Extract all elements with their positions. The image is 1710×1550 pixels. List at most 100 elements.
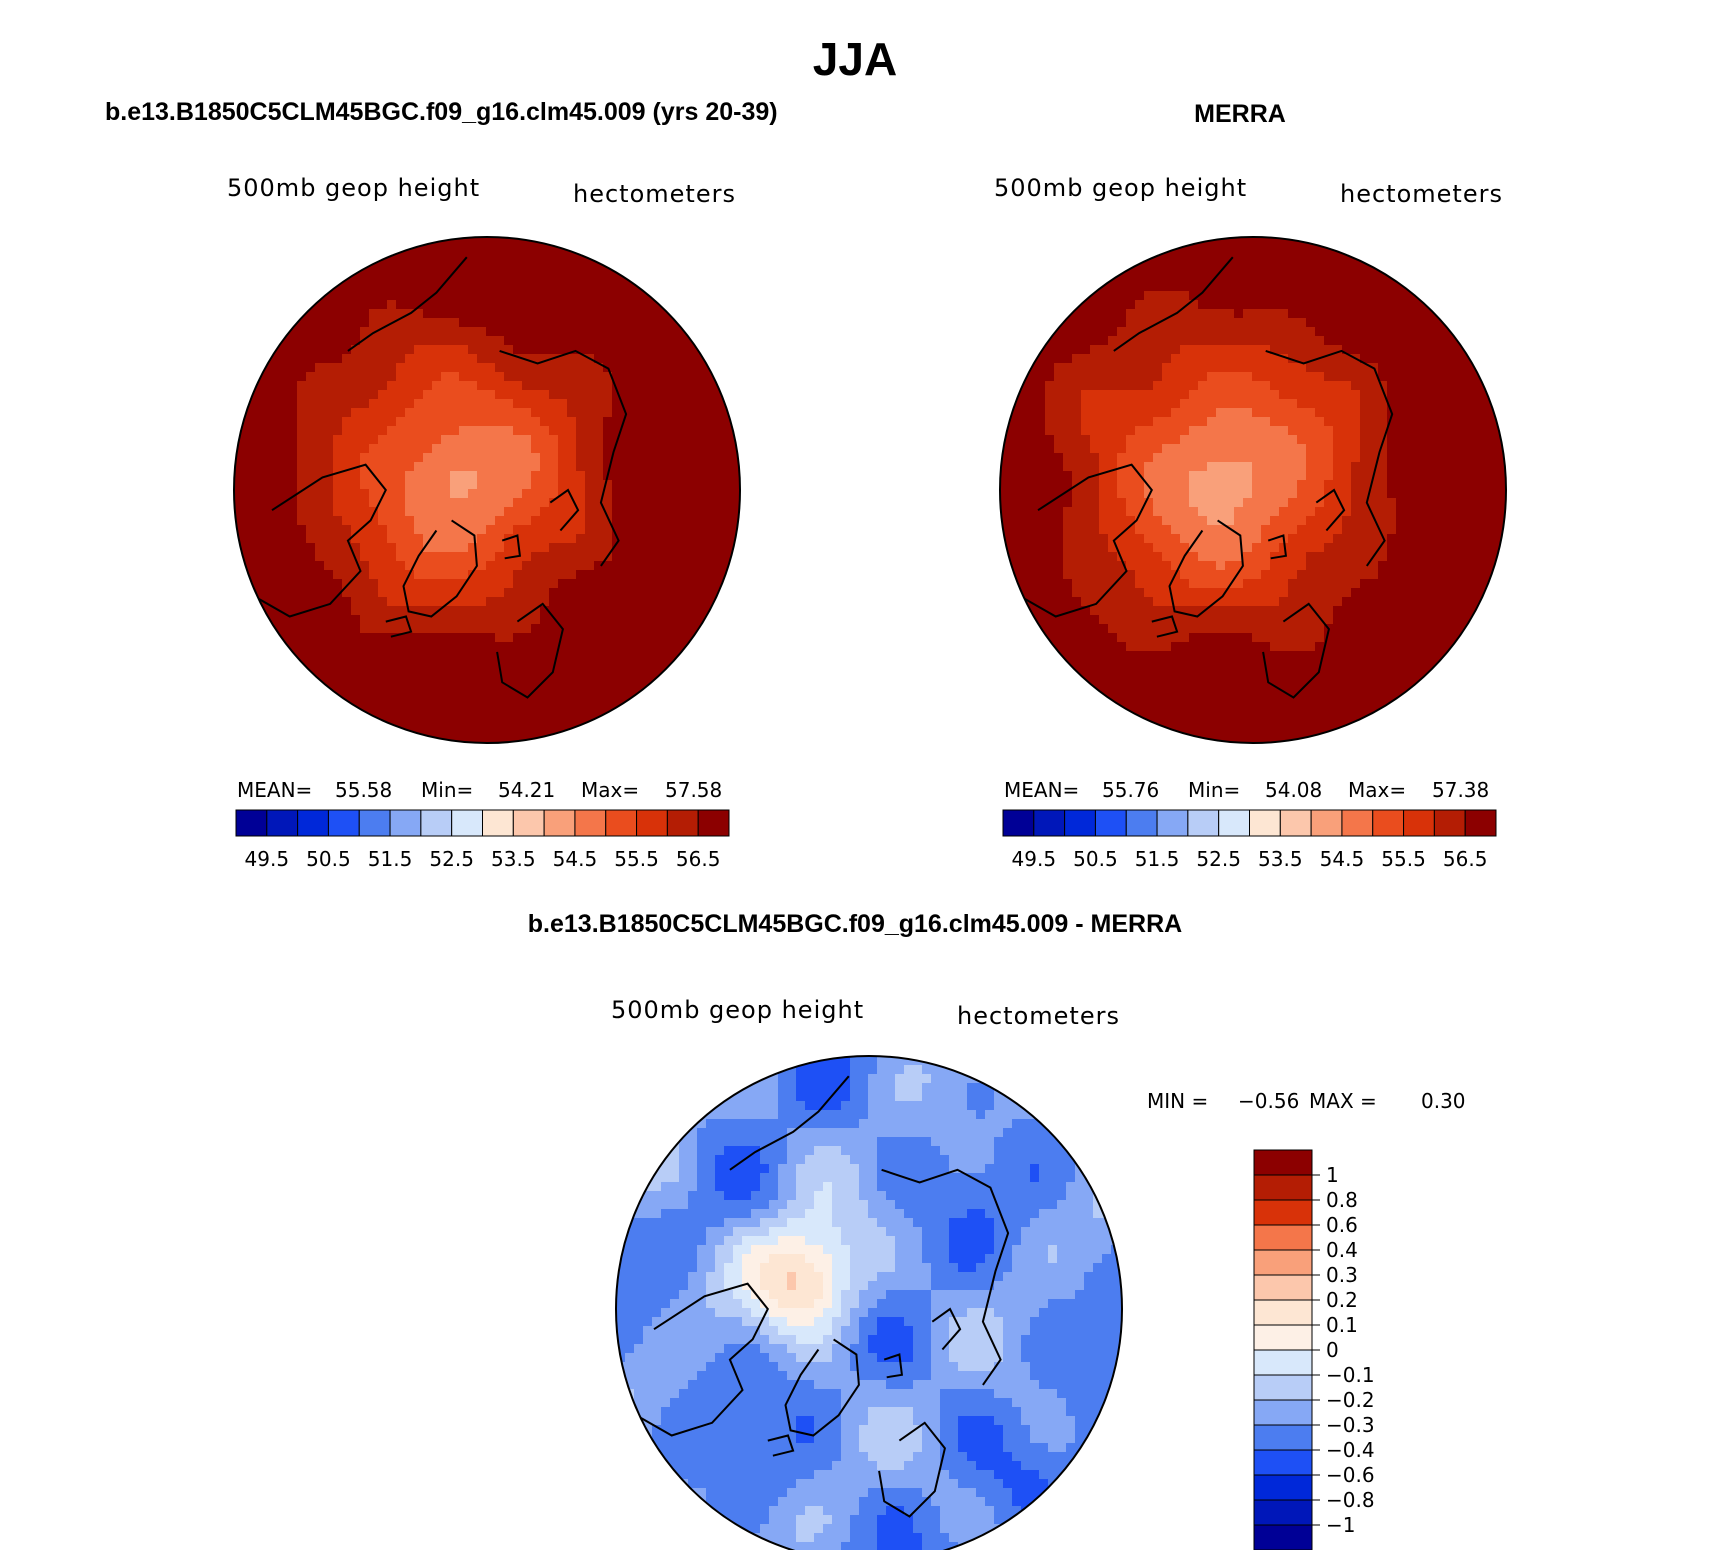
obs-map-cell <box>1081 381 1091 391</box>
obs-map-cell <box>1126 417 1136 427</box>
model-map-cell <box>630 399 640 409</box>
model-map-cell <box>684 435 694 445</box>
obs-map-cell <box>1351 462 1361 472</box>
model-map-cell <box>459 552 469 562</box>
obs-map-cell <box>1009 498 1019 508</box>
model-map-cell <box>495 579 505 589</box>
model-map-cell <box>432 408 442 418</box>
model-map-cell <box>603 255 613 265</box>
obs-map-cell <box>1324 264 1334 274</box>
model-map-cell <box>333 507 343 517</box>
obs-map-cell <box>1279 408 1289 418</box>
obs-map-cell <box>1135 426 1145 436</box>
obs-map-cell <box>1396 372 1406 382</box>
model-map-cell <box>360 552 370 562</box>
obs-map-cell <box>1297 408 1307 418</box>
obs-map-cell <box>1306 642 1316 652</box>
model-map-cell <box>549 453 559 463</box>
model-map-cell <box>288 597 298 607</box>
obs-map-cell <box>1198 516 1208 526</box>
obs-map-cell <box>1216 273 1226 283</box>
model-map-cell <box>513 390 523 400</box>
model-map-cell <box>333 399 343 409</box>
model-map-cell <box>432 597 442 607</box>
obs-map-cell <box>1180 606 1190 616</box>
obs-map-cell <box>1198 579 1208 589</box>
model-map-cell <box>423 255 433 265</box>
model-map-cell <box>648 426 658 436</box>
obs-map-cell <box>1081 480 1091 490</box>
model-map-cell <box>360 399 370 409</box>
model-map-cell <box>450 588 460 598</box>
obs-map-cell <box>1180 489 1190 499</box>
model-map-cell <box>297 489 307 499</box>
model-map-cell <box>477 390 487 400</box>
model-map-cell <box>558 435 568 445</box>
model-map-cell <box>432 444 442 454</box>
model-map-cell <box>297 606 307 616</box>
model-map-cell <box>324 435 334 445</box>
model-map-cell <box>558 525 568 535</box>
model-map-cell <box>522 642 532 652</box>
model-map-cell <box>315 300 325 310</box>
obs-map-cell <box>1153 399 1163 409</box>
model-map-cell <box>279 543 289 553</box>
model-map-cell <box>369 309 379 319</box>
obs-map-cell <box>1198 552 1208 562</box>
model-map-cell <box>648 552 658 562</box>
obs-map-cell <box>1306 399 1316 409</box>
model-map-cell <box>441 705 451 715</box>
model-map-cell <box>477 237 487 247</box>
model-map-cell <box>477 561 487 571</box>
obs-map-cell <box>1081 489 1091 499</box>
model-map-cell <box>639 480 649 490</box>
model-map-cell <box>441 570 451 580</box>
model-map-cell <box>252 462 262 472</box>
obs-map-cell <box>1261 273 1271 283</box>
model-map-cell <box>549 426 559 436</box>
model-map-cell <box>369 453 379 463</box>
obs-map-cell <box>1504 543 1506 553</box>
model-map-cell <box>459 390 469 400</box>
obs-map-cell <box>1477 525 1487 535</box>
model-map-cell <box>486 534 496 544</box>
model-map-cell <box>648 489 658 499</box>
model-map-cell <box>297 669 307 679</box>
obs-map-cell <box>1378 480 1388 490</box>
model-map-cell <box>639 390 649 400</box>
obs-map-cell <box>1162 255 1172 265</box>
obs-map-cell <box>1315 264 1325 274</box>
model-map-cell <box>234 525 244 535</box>
model-map-cell <box>639 534 649 544</box>
model-map-cell <box>477 480 487 490</box>
obs-map-cell <box>1378 408 1388 418</box>
model-map-cell <box>594 552 604 562</box>
obs-map-cell <box>1171 651 1181 661</box>
model-map-cell <box>603 669 613 679</box>
obs-map-cell <box>1441 561 1451 571</box>
model-map-cell <box>297 516 307 526</box>
obs-map-cell <box>1009 417 1019 427</box>
model-map-cell <box>378 363 388 373</box>
obs-map-cell <box>1333 651 1343 661</box>
model-map-cell <box>468 480 478 490</box>
model-map-cell <box>576 561 586 571</box>
obs-map-cell <box>1342 633 1352 643</box>
obs-map-cell <box>1477 471 1487 481</box>
obs-map-cell <box>1234 534 1244 544</box>
model-map-cell <box>468 579 478 589</box>
obs-map-cell <box>1306 426 1316 436</box>
model-map-cell <box>432 354 442 364</box>
model-map-cell <box>441 498 451 508</box>
obs-map-cell <box>1081 327 1091 337</box>
model-map-cell <box>558 282 568 292</box>
obs-map-cell <box>1198 534 1208 544</box>
model-map-cell <box>405 588 415 598</box>
model-map-cell <box>495 372 505 382</box>
obs-map-cell <box>1360 552 1370 562</box>
obs-map-cell <box>1099 489 1109 499</box>
obs-map-cell <box>1117 525 1127 535</box>
obs-map-cell <box>1207 327 1217 337</box>
obs-map-cell <box>1351 561 1361 571</box>
obs-map-cell <box>1090 363 1100 373</box>
